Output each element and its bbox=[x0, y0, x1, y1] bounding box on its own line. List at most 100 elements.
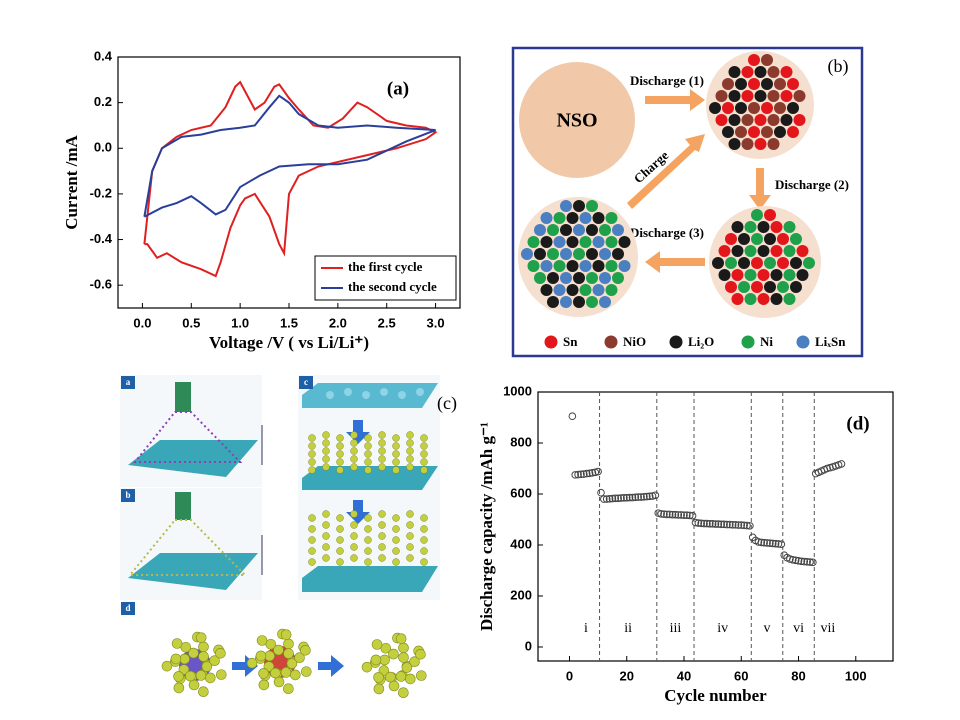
legend-dot bbox=[604, 335, 618, 349]
legend-label: NiO bbox=[623, 334, 646, 349]
particle bbox=[385, 671, 396, 683]
particle bbox=[392, 514, 400, 522]
atom bbox=[573, 296, 585, 308]
atom bbox=[796, 245, 809, 257]
data-point bbox=[600, 495, 608, 503]
particle bbox=[258, 679, 270, 691]
particle bbox=[406, 431, 414, 439]
particle bbox=[415, 670, 427, 681]
data-point bbox=[625, 493, 634, 502]
data-point bbox=[743, 521, 751, 530]
atom bbox=[722, 102, 734, 114]
atom bbox=[586, 272, 598, 284]
legend-dot bbox=[669, 335, 683, 349]
atom bbox=[586, 224, 598, 236]
data-point bbox=[726, 520, 734, 529]
data-point bbox=[588, 469, 597, 477]
particle bbox=[336, 547, 344, 555]
data-point bbox=[645, 492, 654, 501]
atom bbox=[722, 78, 734, 90]
arrow bbox=[645, 251, 705, 273]
particle bbox=[420, 514, 428, 522]
atom bbox=[728, 138, 741, 150]
particle bbox=[308, 450, 316, 458]
atom bbox=[757, 269, 770, 281]
particle bbox=[364, 466, 372, 474]
particle bbox=[404, 673, 416, 685]
particle bbox=[420, 434, 428, 442]
data-point bbox=[648, 492, 657, 500]
atom bbox=[579, 212, 592, 224]
particle bbox=[336, 514, 344, 522]
particle bbox=[378, 521, 386, 529]
atom bbox=[715, 114, 728, 126]
droplet bbox=[398, 391, 406, 399]
atom bbox=[540, 212, 553, 224]
particle bbox=[188, 679, 200, 691]
particle bbox=[392, 558, 400, 566]
particle bbox=[336, 525, 344, 533]
atom bbox=[560, 272, 572, 284]
particle bbox=[173, 682, 185, 694]
atom bbox=[573, 272, 585, 284]
particle bbox=[308, 466, 316, 474]
droplet bbox=[416, 388, 424, 396]
legend-dot bbox=[544, 335, 558, 349]
data-point bbox=[694, 519, 703, 527]
data-point bbox=[754, 538, 763, 546]
atom bbox=[803, 257, 815, 269]
atom bbox=[728, 114, 741, 126]
y-tick-label: -0.6 bbox=[90, 277, 112, 292]
particle bbox=[378, 463, 386, 471]
atom bbox=[761, 78, 773, 90]
particle bbox=[392, 434, 400, 442]
atom bbox=[748, 54, 760, 66]
particle bbox=[336, 434, 344, 442]
particle bbox=[308, 442, 316, 450]
data-point bbox=[700, 519, 708, 528]
data-point bbox=[771, 539, 780, 548]
atom bbox=[592, 284, 605, 296]
atom bbox=[612, 272, 624, 284]
atom bbox=[748, 78, 760, 90]
atom bbox=[764, 209, 776, 221]
particle bbox=[392, 450, 400, 458]
tag bbox=[299, 376, 313, 389]
atom bbox=[586, 200, 598, 212]
y-axis-label: Current /mA bbox=[62, 134, 81, 229]
atom bbox=[718, 269, 731, 281]
sub-label: c bbox=[304, 377, 308, 387]
particle bbox=[406, 521, 414, 529]
atom bbox=[767, 90, 780, 102]
atom bbox=[527, 260, 540, 272]
atom bbox=[540, 236, 553, 248]
particle bbox=[322, 439, 330, 447]
particles bbox=[161, 388, 428, 699]
particle bbox=[370, 654, 382, 666]
x-tick-label: 1.0 bbox=[231, 315, 249, 330]
atom bbox=[770, 245, 783, 257]
particle bbox=[280, 667, 292, 678]
legend-dot bbox=[741, 335, 755, 349]
particle bbox=[161, 660, 173, 672]
atom bbox=[599, 272, 611, 284]
atom bbox=[757, 221, 770, 233]
particle bbox=[198, 651, 209, 662]
atom bbox=[761, 54, 773, 66]
atom bbox=[573, 224, 585, 236]
data-point bbox=[663, 510, 671, 519]
region-label: v bbox=[764, 621, 771, 636]
data-point bbox=[786, 555, 794, 563]
atom bbox=[725, 281, 737, 293]
arrows bbox=[627, 89, 771, 273]
tag bbox=[121, 489, 135, 502]
atom bbox=[777, 257, 789, 269]
particle bbox=[371, 639, 383, 650]
data-point bbox=[568, 412, 577, 421]
data-point bbox=[597, 488, 605, 497]
data-point bbox=[734, 521, 743, 529]
particle bbox=[215, 647, 226, 659]
atom bbox=[761, 126, 773, 138]
y-tick-label: 0.2 bbox=[94, 94, 112, 109]
data-point bbox=[720, 520, 728, 529]
